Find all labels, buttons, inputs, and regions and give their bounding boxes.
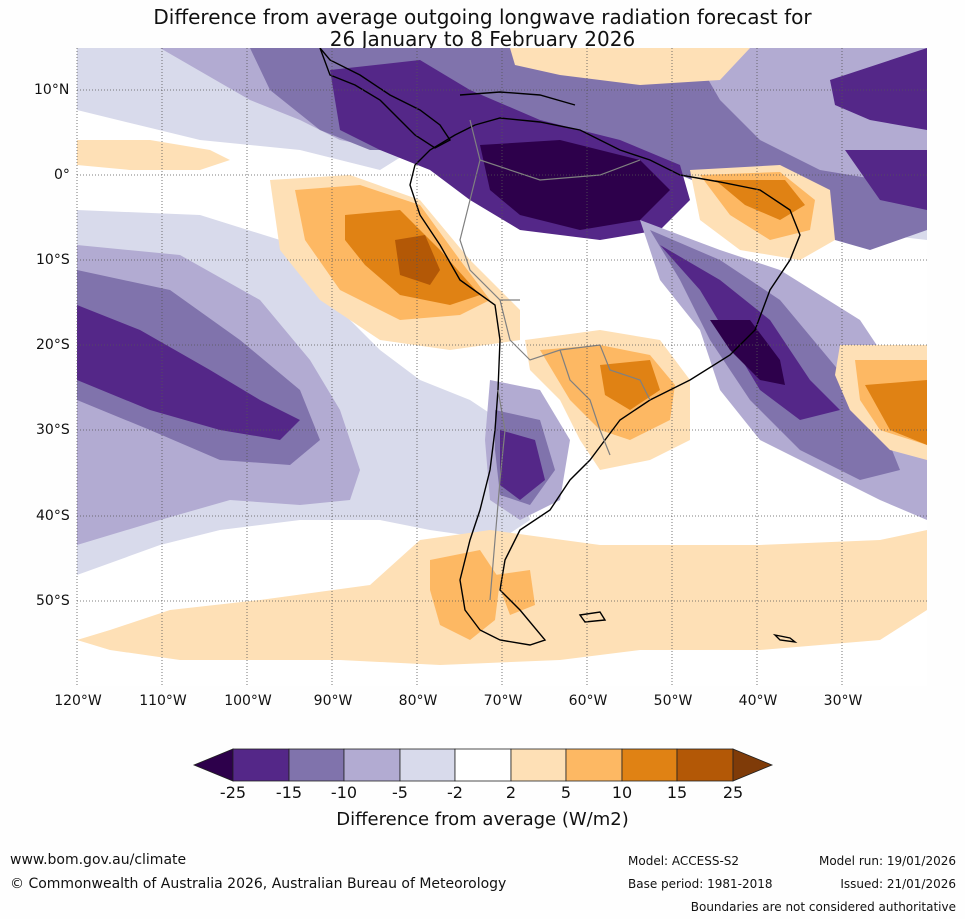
lat-label-30s: 30°S	[36, 422, 70, 438]
anomaly-region	[845, 150, 927, 210]
lat-label-0: 0°	[54, 167, 70, 183]
border-line	[499, 299, 651, 401]
border-line	[479, 159, 641, 181]
colorbar-segment	[676, 748, 734, 782]
south-america-coastline	[409, 117, 801, 646]
boundaries-disclaimer: Boundaries are not considered authoritat…	[690, 900, 956, 914]
anomaly-region	[395, 235, 440, 285]
colorbar-segment	[621, 748, 678, 782]
colorbar-segment	[343, 748, 401, 782]
anomaly-region	[495, 570, 535, 615]
lon-label-110w: 110°W	[139, 693, 187, 709]
colorbar-segment	[232, 748, 290, 782]
colorbar-label: 5	[560, 783, 572, 802]
anomaly-region	[715, 180, 805, 220]
issued-date: Issued: 21/01/2026	[840, 877, 956, 891]
border-line	[559, 349, 611, 456]
colorbar-title: Difference from average (W/m2)	[336, 809, 629, 830]
anomaly-region	[480, 140, 670, 230]
colorbar-label: -5	[392, 783, 408, 802]
lat-label-10n: 10°N	[34, 82, 70, 98]
lon-label-100w: 100°W	[224, 693, 272, 709]
central-america-coastline	[319, 48, 452, 149]
lon-label-80w: 80°W	[398, 693, 438, 709]
colorbar-label: 10	[611, 783, 633, 802]
model-run-date: Model run: 19/01/2026	[818, 854, 956, 868]
anomaly-region	[510, 48, 750, 85]
lon-label-30w: 30°W	[823, 693, 863, 709]
lon-label-90w: 90°W	[313, 693, 353, 709]
colorbar-label: 25	[722, 783, 744, 802]
anomaly-region	[865, 380, 927, 445]
lon-label-50w: 50°W	[653, 693, 693, 709]
south-georgia	[772, 633, 798, 644]
falkland-islands	[578, 611, 607, 623]
base-period: Base period: 1981-2018	[628, 877, 773, 891]
colorbar-label: -25	[219, 783, 247, 802]
map-title-line2: 26 January to 8 February 2026	[329, 27, 636, 51]
colorbar-label: 2	[505, 783, 517, 802]
anomaly-region	[710, 320, 785, 385]
colorbar-segment	[565, 748, 623, 782]
colorbar-label: -10	[330, 783, 358, 802]
graticule	[76, 48, 927, 686]
model-name: Model: ACCESS-S2	[628, 854, 740, 868]
lat-label-20s: 20°S	[36, 337, 70, 353]
lon-label-60w: 60°W	[568, 693, 608, 709]
colorbar-min-arrow	[192, 748, 234, 782]
country-borders	[459, 119, 651, 601]
colorbar-segment	[288, 748, 345, 782]
caribbean-coastline	[459, 91, 576, 106]
colorbar-max-arrow	[732, 748, 774, 782]
lon-label-40w: 40°W	[738, 693, 778, 709]
lat-label-50s: 50°S	[36, 593, 70, 609]
land-outlines	[319, 48, 801, 646]
anomaly-region	[77, 305, 300, 440]
lat-label-10s: 10°S	[36, 252, 70, 268]
map-title-line1: Difference from average outgoing longwav…	[153, 5, 812, 29]
border-line	[489, 389, 506, 601]
lat-label-40s: 40°S	[36, 508, 70, 524]
lon-label-70w: 70°W	[483, 693, 523, 709]
colorbar-segment	[454, 748, 512, 782]
anomaly-region	[500, 430, 545, 500]
anomaly-region	[600, 360, 660, 410]
copyright-notice: © Commonwealth of Australia 2026, Austra…	[10, 876, 507, 892]
colorbar-segment	[399, 748, 456, 782]
colorbar-label: 15	[666, 783, 688, 802]
anomaly-region	[77, 140, 230, 170]
colorbar-label: -2	[447, 783, 463, 802]
colorbar-segment	[510, 748, 567, 782]
colorbar-label: -15	[275, 783, 303, 802]
bom-url-link[interactable]: www.bom.gov.au/climate	[10, 852, 187, 868]
lon-label-120w: 120°W	[54, 693, 102, 709]
anomaly-region	[830, 48, 927, 130]
anomaly-region	[430, 550, 500, 640]
